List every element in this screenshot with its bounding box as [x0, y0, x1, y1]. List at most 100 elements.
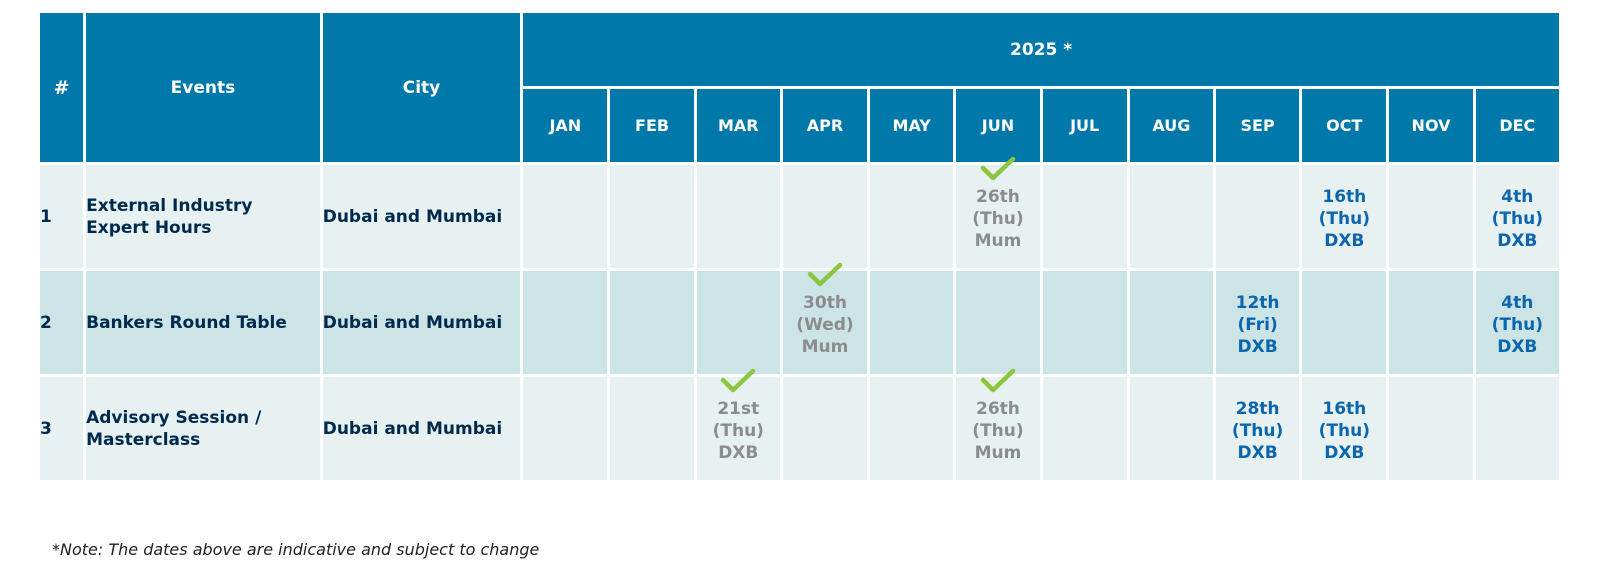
- header-month-apr: APR: [779, 86, 871, 165]
- event-date: 4th (Thu) DXB: [1476, 182, 1559, 252]
- event-date-weekday: (Thu): [1318, 420, 1370, 441]
- header-events: Events: [83, 10, 323, 165]
- month-cell-nov: [1386, 268, 1476, 377]
- month-cell-jun: [953, 268, 1043, 377]
- event-date: 28th (Thu) DXB: [1216, 394, 1299, 464]
- event-date-day: 28th: [1235, 398, 1280, 419]
- month-cell-apr: [779, 374, 871, 483]
- month-cell-jun: 26th (Thu) Mum: [953, 156, 1043, 271]
- month-cell-oct: [1299, 268, 1390, 377]
- header-month-may: MAY: [867, 86, 957, 165]
- header-number: #: [36, 10, 87, 165]
- month-cell-jan: [520, 374, 611, 483]
- event-date-weekday: (Thu): [972, 208, 1024, 229]
- event-date-location: DXB: [718, 442, 759, 463]
- month-cell-dec: 4th (Thu) DXB: [1472, 162, 1563, 271]
- header-month-oct: OCT: [1299, 86, 1390, 165]
- month-cell-sep: 28th (Thu) DXB: [1212, 374, 1303, 483]
- month-cell-mar: 21st (Thu) DXB: [693, 368, 783, 483]
- row-number: 2: [36, 268, 87, 377]
- event-date-weekday: (Thu): [972, 420, 1024, 441]
- event-date-day: 4th: [1501, 186, 1534, 207]
- event-schedule-table: # Events City 2025 * JAN FEB MAR APR MAY JUN J…: [36, 10, 1563, 483]
- row-number: 1: [36, 162, 87, 271]
- event-date: 16th (Thu) DXB: [1302, 394, 1386, 464]
- footnote: *Note: The dates above are indicative an…: [52, 540, 540, 559]
- event-date-day: 16th: [1322, 398, 1367, 419]
- month-cell-jan: [520, 268, 611, 377]
- event-city: Dubai and Mumbai: [319, 374, 524, 483]
- header-month-jan: JAN: [520, 86, 611, 165]
- header-month-nov: NOV: [1386, 86, 1476, 165]
- month-cell-jul: [1039, 374, 1130, 483]
- event-date-day: 4th: [1501, 292, 1534, 313]
- event-date-location: Mum: [801, 336, 849, 357]
- checkmark-icon: [720, 368, 756, 394]
- event-date-location: DXB: [1497, 336, 1538, 357]
- header-city: City: [319, 10, 524, 165]
- table-row: 3 Advisory Session / Masterclass Dubai and…: [36, 368, 1563, 483]
- event-name: External Industry Expert Hours: [83, 162, 323, 271]
- event-date: 30th (Wed) Mum: [783, 288, 867, 358]
- month-cell-feb: [607, 162, 697, 271]
- event-city: Dubai and Mumbai: [319, 162, 524, 271]
- event-date-day: 30th: [803, 292, 847, 313]
- month-cell-nov: [1386, 162, 1476, 271]
- event-date-location: DXB: [1237, 442, 1278, 463]
- checkmark-icon: [980, 368, 1016, 394]
- event-city: Dubai and Mumbai: [319, 268, 524, 377]
- event-date-location: DXB: [1324, 230, 1365, 251]
- month-cell-jan: [520, 162, 611, 271]
- month-cell-feb: [607, 374, 697, 483]
- event-date-weekday: (Thu): [1491, 314, 1543, 335]
- event-date-day: 16th: [1322, 186, 1367, 207]
- event-date-weekday: (Thu): [1491, 208, 1543, 229]
- event-name: Bankers Round Table: [83, 268, 323, 377]
- header-month-jun: JUN: [953, 86, 1043, 165]
- header-month-dec: DEC: [1472, 86, 1563, 165]
- month-cell-mar: [693, 268, 783, 377]
- month-cell-feb: [607, 268, 697, 377]
- month-cell-jul: [1039, 268, 1130, 377]
- checkmark-icon: [980, 156, 1016, 182]
- month-cell-nov: [1386, 374, 1476, 483]
- event-date: 21st (Thu) DXB: [697, 394, 780, 464]
- checkmark-icon: [807, 262, 843, 288]
- event-date-day: 21st: [717, 398, 760, 419]
- event-date-day: 26th: [975, 186, 1020, 207]
- month-cell-may: [867, 162, 957, 271]
- event-date: 4th (Thu) DXB: [1476, 288, 1559, 358]
- month-cell-dec: [1472, 374, 1563, 483]
- month-cell-may: [867, 374, 957, 483]
- month-cell-jun: 26th (Thu) Mum: [953, 368, 1043, 483]
- event-date-weekday: (Fri): [1237, 314, 1278, 335]
- header-month-aug: AUG: [1126, 86, 1216, 165]
- event-date: 16th (Thu) DXB: [1302, 182, 1386, 252]
- event-date-day: 26th: [975, 398, 1020, 419]
- month-cell-apr: [779, 162, 871, 271]
- table-row: 1 External Industry Expert Hours Dubai and…: [36, 156, 1563, 271]
- month-cell-dec: 4th (Thu) DXB: [1472, 268, 1563, 377]
- event-date-location: DXB: [1237, 336, 1278, 357]
- event-date: 26th (Thu) Mum: [956, 394, 1039, 464]
- header-year: 2025 *: [520, 10, 1562, 89]
- month-cell-mar: [693, 162, 783, 271]
- event-date-weekday: (Wed): [796, 314, 854, 335]
- event-name: Advisory Session / Masterclass: [83, 374, 323, 483]
- header-month-mar: MAR: [693, 86, 783, 165]
- event-date-weekday: (Thu): [1318, 208, 1370, 229]
- event-date-location: DXB: [1497, 230, 1538, 251]
- header-month-sep: SEP: [1212, 86, 1303, 165]
- month-cell-sep: 12th (Fri) DXB: [1212, 268, 1303, 377]
- event-date-weekday: (Thu): [1231, 420, 1284, 441]
- header-month-jul: JUL: [1039, 86, 1130, 165]
- table-row: 2 Bankers Round Table Dubai and Mumbai 30th…: [36, 262, 1563, 377]
- event-date-weekday: (Thu): [712, 420, 764, 441]
- month-cell-oct: 16th (Thu) DXB: [1299, 162, 1390, 271]
- event-date: 26th (Thu) Mum: [956, 182, 1039, 252]
- event-date: 12th (Fri) DXB: [1216, 288, 1299, 358]
- month-cell-aug: [1126, 162, 1216, 271]
- month-cell-apr: 30th (Wed) Mum: [779, 262, 871, 377]
- row-number: 3: [36, 374, 87, 483]
- month-cell-aug: [1126, 268, 1216, 377]
